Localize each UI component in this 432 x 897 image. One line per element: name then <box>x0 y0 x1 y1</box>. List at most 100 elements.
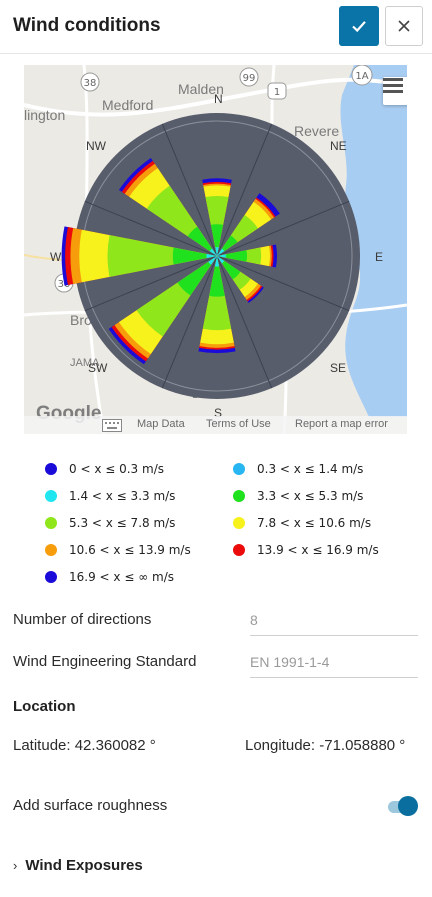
rose-segment-s[interactable] <box>214 256 220 267</box>
latitude-value: Latitude: 42.360082 ° <box>13 737 156 754</box>
compass-label-se: SE <box>330 361 347 375</box>
route-shield-label: 38 <box>84 78 97 89</box>
close-icon <box>398 20 410 32</box>
report-map-error-link[interactable]: Report a map error <box>295 418 388 430</box>
rose-segment-e[interactable] <box>217 250 248 262</box>
legend-swatch <box>45 490 57 502</box>
rose-segment-w[interactable] <box>213 255 217 257</box>
select-caret-icon: · <box>250 612 254 623</box>
legend-label: 7.8 < x ≤ 10.6 m/s <box>257 516 372 530</box>
legend-swatch <box>233 517 245 529</box>
standard-value: EN 1991-1-4 <box>250 654 330 670</box>
legend-label: 1.4 < x ≤ 3.3 m/s <box>69 489 176 503</box>
legend-item[interactable]: 13.9 < x ≤ 16.9 m/s <box>233 539 379 561</box>
route-shield-label: 1 <box>274 87 280 98</box>
directions-select[interactable]: 8 · <box>250 606 418 636</box>
rose-grid-line <box>161 255 218 389</box>
legend-label: 10.6 < x ≤ 13.9 m/s <box>69 543 191 557</box>
rose-segment-nw[interactable] <box>187 226 217 256</box>
legend-label: 13.9 < x ≤ 16.9 m/s <box>257 543 379 557</box>
rose-segment-s[interactable] <box>216 256 218 260</box>
legend-label: 16.9 < x ≤ ∞ m/s <box>69 570 174 584</box>
legend-item[interactable]: 16.9 < x ≤ ∞ m/s <box>45 566 174 588</box>
rose-segment-s[interactable] <box>209 256 225 297</box>
legend-label: 5.3 < x ≤ 7.8 m/s <box>69 516 176 530</box>
rose-segment-e[interactable] <box>217 255 221 257</box>
map-place-label: Medford <box>102 97 154 113</box>
toggle-knob <box>398 796 418 816</box>
location-heading: Location <box>13 698 76 715</box>
legend-label: 0 < x ≤ 0.3 m/s <box>69 462 164 476</box>
chart-menu-button[interactable] <box>383 77 407 105</box>
legend-item[interactable]: 5.3 < x ≤ 7.8 m/s <box>45 512 175 534</box>
terms-of-use-link[interactable]: Terms of Use <box>206 418 271 430</box>
rose-segment-se[interactable] <box>217 256 220 259</box>
rose-segment-sw[interactable] <box>214 256 217 259</box>
legend-swatch <box>233 490 245 502</box>
legend-swatch <box>45 463 57 475</box>
legend-item[interactable]: 7.8 < x ≤ 10.6 m/s <box>233 512 371 534</box>
compass-label-s: S <box>214 406 223 420</box>
rose-segment-sw[interactable] <box>177 256 217 296</box>
rose-segment-w[interactable] <box>172 247 217 265</box>
legend-swatch <box>45 544 57 556</box>
rose-grid-line <box>216 200 350 257</box>
surface-roughness-toggle[interactable] <box>388 796 418 816</box>
legend-item[interactable]: 0.3 < x ≤ 1.4 m/s <box>233 458 363 480</box>
longitude-value: Longitude: -71.058880 ° <box>245 737 406 754</box>
legend-swatch <box>233 463 245 475</box>
rose-segment-n[interactable] <box>215 247 219 256</box>
map-place-label: JAMA <box>70 357 100 369</box>
directions-value: 8 <box>250 612 258 628</box>
legend-swatch <box>45 571 57 583</box>
rose-grid-line <box>216 255 273 389</box>
wind-exposures-label: Wind Exposures <box>25 857 143 874</box>
panel-header: Wind conditions <box>0 0 432 54</box>
legend-item[interactable]: 1.4 < x ≤ 3.3 m/s <box>45 485 175 507</box>
map-place-label: Revere <box>294 123 340 139</box>
compass-label-ne: NE <box>330 139 347 153</box>
rose-segment-e[interactable] <box>217 254 226 258</box>
legend-item[interactable]: 3.3 < x ≤ 5.3 m/s <box>233 485 363 507</box>
map-place-label: Bro <box>70 312 92 328</box>
directions-label: Number of directions <box>13 611 152 628</box>
rose-grid-line <box>216 255 350 312</box>
close-button[interactable] <box>385 6 423 46</box>
compass-label-sw: SW <box>88 361 108 375</box>
rose-segment-n[interactable] <box>210 224 224 256</box>
rose-segment-w[interactable] <box>206 253 217 259</box>
wind-exposures-expander[interactable]: › Wind Exposures <box>13 857 143 874</box>
rose-segment-nw[interactable] <box>214 253 217 256</box>
panel-title: Wind conditions <box>13 15 161 36</box>
confirm-button[interactable] <box>339 6 379 46</box>
rose-grid-line <box>84 255 218 312</box>
map-data-link[interactable]: Map Data <box>137 418 185 430</box>
standard-label: Wind Engineering Standard <box>13 653 197 670</box>
check-icon <box>352 21 366 33</box>
route-shield-label: 1A <box>355 71 368 82</box>
legend-label: 3.3 < x ≤ 5.3 m/s <box>257 489 364 503</box>
wind-rose-map[interactable]: 38 99 1 1A 30 Malden Medford lington Rev… <box>24 65 407 434</box>
legend-swatch <box>233 544 245 556</box>
map-place-label: lington <box>24 107 66 123</box>
map-footer: Map Data Terms of Use Report a map error <box>24 416 407 434</box>
legend-item[interactable]: 10.6 < x ≤ 13.9 m/s <box>45 539 191 561</box>
select-caret-icon: · <box>250 654 254 665</box>
compass-label-n: N <box>214 92 223 106</box>
keyboard-icon[interactable] <box>102 419 122 432</box>
legend-label: 0.3 < x ≤ 1.4 m/s <box>257 462 364 476</box>
route-shield-label: 30 <box>58 279 71 290</box>
map-place-label: Malden <box>178 81 224 97</box>
compass-label-w: W <box>50 250 62 264</box>
rose-segment-n[interactable] <box>216 252 218 256</box>
surface-roughness-label: Add surface roughness <box>13 797 168 814</box>
rose-grid-line <box>161 123 218 257</box>
standard-select[interactable]: EN 1991-1-4 · <box>250 648 418 678</box>
legend-item[interactable]: 0 < x ≤ 0.3 m/s <box>45 458 164 480</box>
route-shield-label: 99 <box>243 73 256 84</box>
compass-label-e: E <box>375 250 384 264</box>
rose-segment-w[interactable] <box>107 235 217 277</box>
hamburger-menu-icon <box>383 78 403 93</box>
legend-swatch <box>45 517 57 529</box>
rose-segment-ne[interactable] <box>217 253 220 256</box>
